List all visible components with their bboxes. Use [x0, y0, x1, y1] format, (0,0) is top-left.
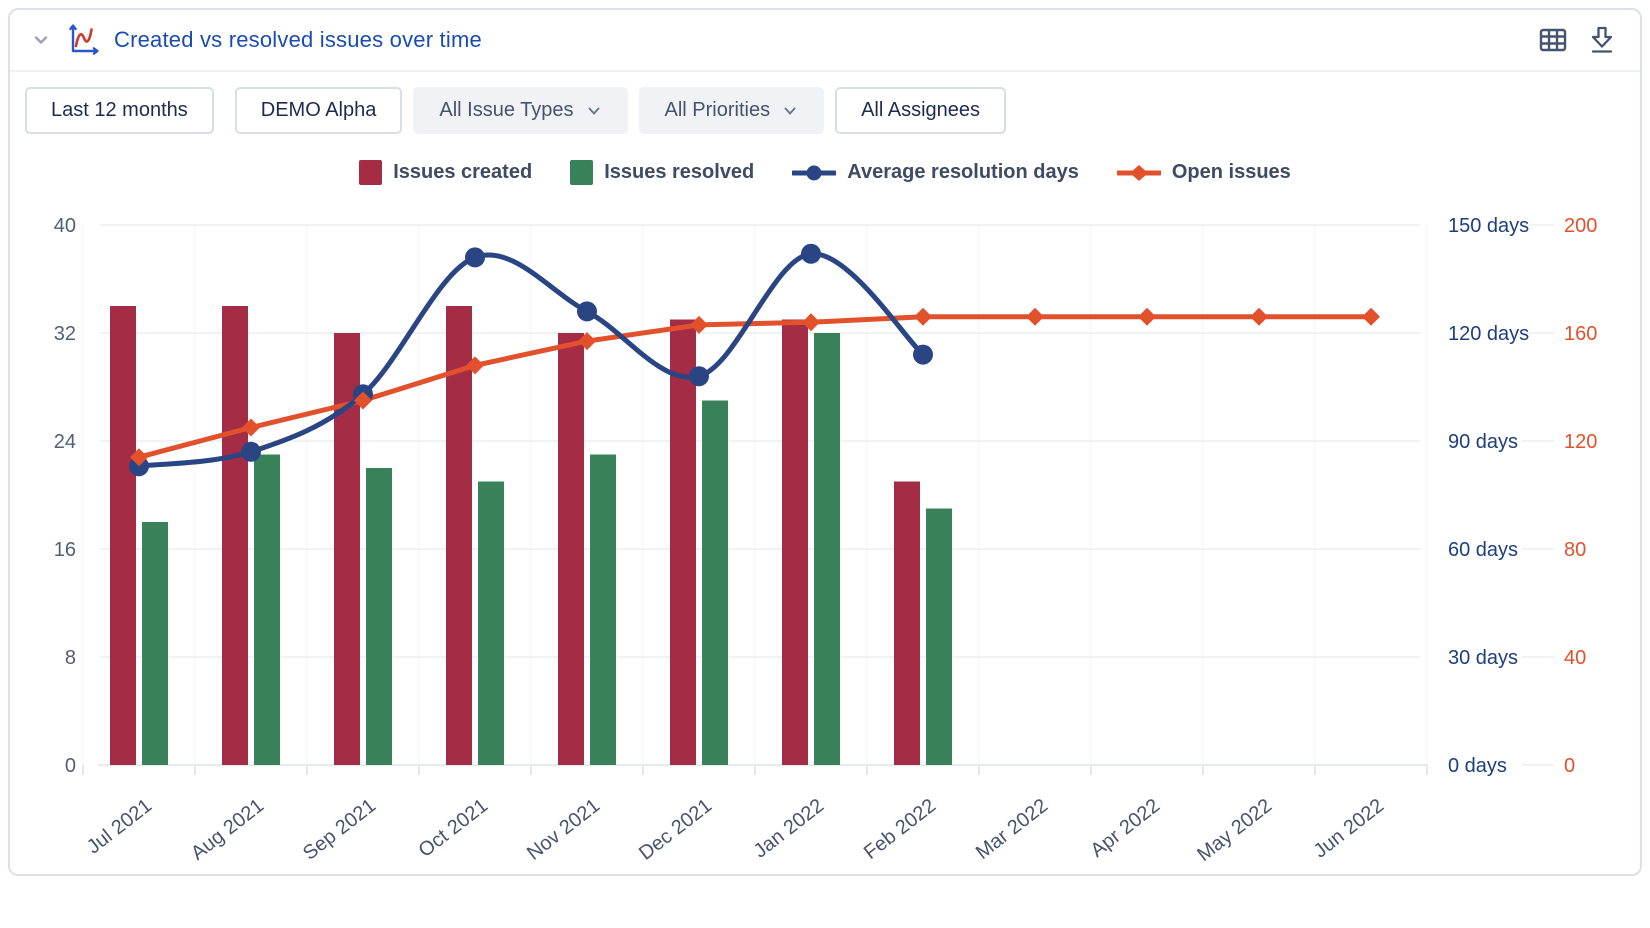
legend-label: Issues created [393, 161, 533, 183]
filter-label: Last 12 months [51, 99, 188, 121]
collapse-chevron-icon[interactable] [30, 29, 52, 51]
legend-label: Average resolution days [847, 161, 1079, 183]
filter-assignees[interactable]: All Assignees [835, 87, 1007, 134]
filter-label: All Priorities [664, 99, 771, 121]
legend-item-open-issues[interactable]: Open issues [1116, 161, 1291, 184]
widget-title: Created vs resolved issues over time [114, 27, 482, 52]
legend-label: Open issues [1171, 161, 1291, 183]
line-chart-icon [65, 22, 101, 58]
filter-label: DEMO Alpha [260, 99, 377, 121]
filter-label: All Issue Types [439, 99, 574, 121]
filter-label: All Assignees [861, 99, 981, 121]
widget-card: Created vs resolved issues over time Las… [8, 8, 1642, 876]
chevron-down-icon [588, 107, 599, 114]
legend-item-issues-created[interactable]: Issues created [359, 160, 532, 185]
chart-legend: Issues created Issues resolved Average r… [10, 160, 1640, 185]
filter-issue-types[interactable]: All Issue Types [413, 87, 628, 134]
filter-bar: Last 12 months DEMO Alpha All Issue Type… [25, 87, 1007, 134]
filter-priorities[interactable]: All Priorities [638, 87, 825, 134]
legend-item-average-resolution-days[interactable]: Average resolution days [792, 161, 1079, 184]
legend-swatch-average-resolution-days [792, 163, 837, 183]
legend-swatch-issues-created [359, 160, 383, 185]
filter-project[interactable]: DEMO Alpha [234, 87, 403, 134]
legend-label: Issues resolved [604, 161, 755, 183]
legend-item-issues-resolved[interactable]: Issues resolved [570, 160, 754, 185]
widget-header: Created vs resolved issues over time [10, 10, 1640, 72]
download-icon[interactable] [1584, 22, 1620, 58]
legend-swatch-open-issues [1116, 163, 1161, 183]
filter-date-range[interactable]: Last 12 months [25, 87, 214, 134]
legend-swatch-issues-resolved [570, 160, 594, 185]
table-grid-icon[interactable] [1535, 22, 1571, 58]
chevron-down-icon [784, 107, 796, 114]
